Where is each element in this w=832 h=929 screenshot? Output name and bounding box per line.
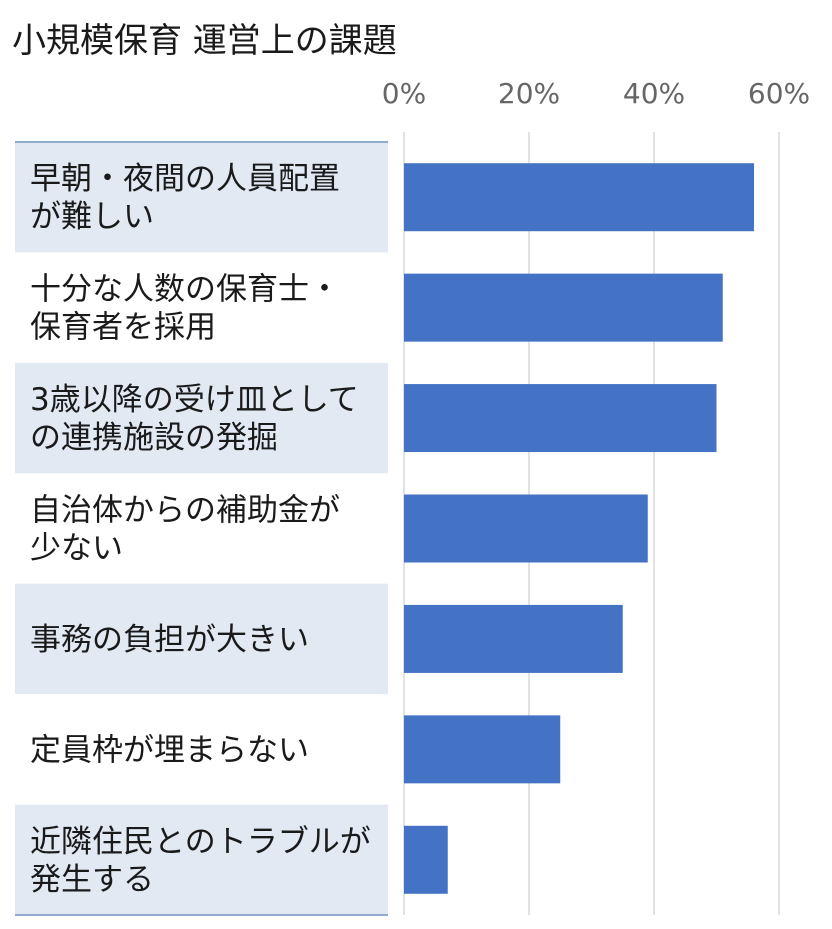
category-band: [15, 362, 388, 474]
bar: [404, 604, 623, 673]
category-label: 3歳以降の受け皿として: [30, 382, 359, 418]
category-band: [15, 583, 388, 695]
category-band: [15, 804, 388, 915]
bars: [404, 163, 754, 894]
category-label: の連携施設の発掘: [30, 420, 278, 456]
category-band: [15, 142, 388, 253]
x-axis-tick-labels: 0% 20% 40% 60%: [382, 77, 810, 110]
x-tick-label: 20%: [498, 77, 560, 110]
category-label: 発生する: [30, 862, 154, 898]
category-label: 早朝・夜間の人員配置: [30, 161, 340, 197]
category-label: 近隣住民とのトラブルが: [30, 824, 371, 860]
category-label: 少ない: [30, 531, 123, 567]
bar: [404, 384, 717, 453]
category-label: 定員枠が埋まらない: [30, 732, 309, 768]
x-tick-label: 0%: [382, 77, 426, 110]
category-label: が難しい: [30, 199, 154, 235]
category-label: 自治体からの補助金が: [30, 493, 340, 529]
x-tick-label: 60%: [748, 77, 810, 110]
bar: [404, 273, 723, 342]
category-label: 十分な人数の保育士・: [30, 272, 340, 308]
category-label: 保育者を採用: [30, 310, 216, 346]
category-label: 事務の負担が大きい: [30, 622, 309, 658]
chart-title: 小規模保育 運営上の課題: [12, 21, 397, 61]
bar: [404, 715, 561, 784]
category-bands: [15, 141, 388, 916]
bar: [404, 163, 754, 232]
bar: [404, 825, 448, 894]
bar: [404, 494, 648, 563]
x-tick-label: 40%: [623, 77, 685, 110]
